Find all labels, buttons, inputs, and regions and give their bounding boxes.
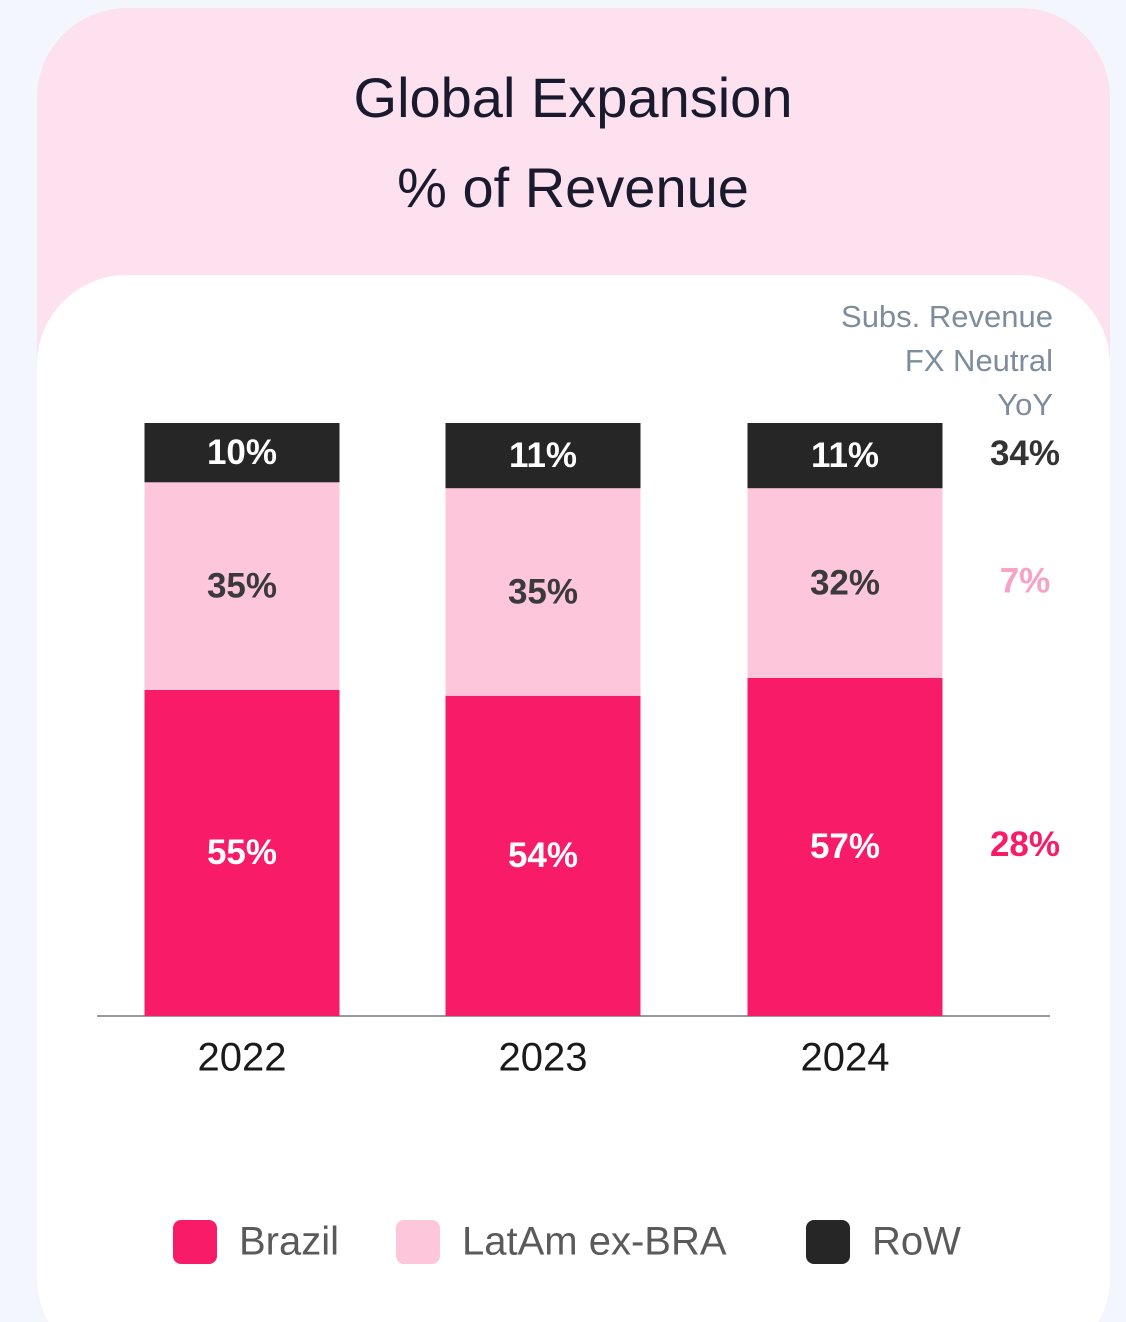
annotation: YoY bbox=[997, 387, 1053, 422]
chart-title: Global Expansion bbox=[354, 66, 793, 129]
yoy-label: 28% bbox=[990, 825, 1060, 864]
value-label: 57% bbox=[810, 827, 880, 866]
chart-subtitle: % of Revenue bbox=[397, 156, 749, 219]
bar-segment bbox=[445, 488, 641, 696]
legend-label: Brazil bbox=[239, 1220, 339, 1264]
legend-label: RoW bbox=[872, 1220, 961, 1264]
yoy-label: 7% bbox=[1000, 561, 1051, 600]
annotation: FX Neutral bbox=[905, 343, 1053, 378]
value-label: 32% bbox=[810, 563, 880, 602]
bar-segment bbox=[144, 689, 340, 1016]
legend-swatch bbox=[396, 1220, 440, 1264]
bar-segment bbox=[747, 488, 943, 678]
value-label: 35% bbox=[207, 566, 277, 605]
value-label: 54% bbox=[508, 836, 578, 875]
value-label: 35% bbox=[508, 572, 578, 611]
value-label: 11% bbox=[509, 436, 577, 475]
value-label: 55% bbox=[207, 833, 277, 872]
bar-segment bbox=[445, 695, 641, 1016]
legend-label: LatAm ex-BRA bbox=[462, 1220, 727, 1264]
bar-segment bbox=[747, 423, 943, 489]
value-label: 10% bbox=[207, 433, 277, 472]
x-tick-label: 2024 bbox=[801, 1036, 890, 1080]
annotation: Subs. Revenue bbox=[841, 299, 1053, 334]
legend-swatch bbox=[806, 1220, 850, 1264]
x-tick-label: 2023 bbox=[499, 1036, 588, 1080]
legend-swatch bbox=[173, 1220, 217, 1264]
bar-segment bbox=[144, 482, 340, 690]
yoy-label: 34% bbox=[990, 434, 1060, 473]
value-label: 11% bbox=[811, 436, 879, 475]
bar-segment bbox=[144, 423, 340, 483]
x-tick-label: 2022 bbox=[198, 1036, 287, 1080]
bar-segment bbox=[747, 677, 943, 1016]
bar-segment bbox=[445, 423, 641, 489]
